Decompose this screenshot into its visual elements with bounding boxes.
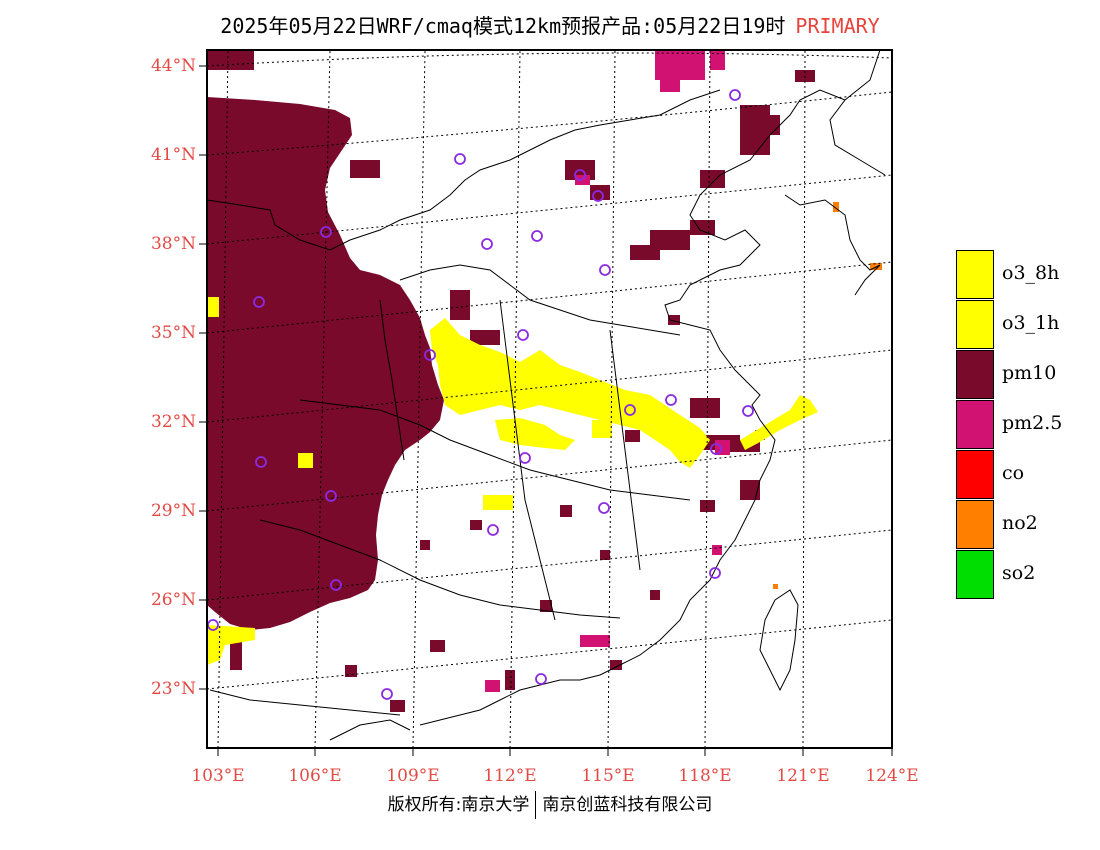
lon-label-106: 106°E <box>288 766 342 786</box>
city-marker <box>424 349 436 361</box>
legend-label: co <box>1002 462 1025 484</box>
legend-swatch <box>956 300 994 349</box>
legend-swatch <box>956 250 994 299</box>
legend: o3_8h o3_1h pm10 pm2.5 co no2 so2 <box>956 250 1086 600</box>
city-marker <box>481 238 493 250</box>
pm10-west-top <box>207 50 254 70</box>
city-marker <box>665 394 677 406</box>
city-marker <box>487 524 499 536</box>
city-marker <box>381 688 393 700</box>
lat-label-26: 26°N <box>150 590 196 610</box>
lon-gridlines <box>217 50 892 748</box>
o3-patch-1 <box>483 495 513 510</box>
city-marker <box>320 226 332 238</box>
copyright-footer: 版权所有:南京大学 南京创蓝科技有限公司 <box>0 790 1100 819</box>
legend-swatch <box>956 350 994 399</box>
city-marker <box>519 452 531 464</box>
legend-label: o3_8h <box>1002 262 1060 284</box>
city-marker <box>330 579 342 591</box>
legend-label: pm2.5 <box>1002 412 1063 434</box>
o3-southwest <box>207 625 255 665</box>
legend-label: no2 <box>1002 512 1038 534</box>
city-marker <box>531 230 543 242</box>
city-marker <box>598 502 610 514</box>
city-marker <box>325 490 337 502</box>
city-marker <box>574 169 586 181</box>
lat-label-32: 32°N <box>150 412 196 432</box>
legend-swatch <box>956 400 994 449</box>
lon-label-103: 103°E <box>191 766 245 786</box>
legend-item-co: co <box>956 450 1086 500</box>
o3-central-band-south <box>495 418 575 450</box>
map-frame <box>206 49 893 749</box>
legend-label: so2 <box>1002 562 1036 584</box>
city-marker <box>253 296 265 308</box>
lon-label-112: 112°E <box>483 766 537 786</box>
legend-item-pm25: pm2.5 <box>956 400 1086 450</box>
legend-label: o3_1h <box>1002 312 1060 334</box>
footer-left: 版权所有:南京大学 <box>387 795 530 815</box>
lat-label-44: 44°N <box>150 56 196 76</box>
no2-patch-1 <box>833 202 839 212</box>
city-marker <box>709 567 721 579</box>
city-marker <box>729 89 741 101</box>
o3-patch-2 <box>298 453 313 468</box>
footer-right: 南京创蓝科技有限公司 <box>542 795 713 815</box>
lon-label-118: 118°E <box>678 766 732 786</box>
city-marker <box>592 190 604 202</box>
title-tag: PRIMARY <box>795 14 880 38</box>
lat-gridlines <box>207 52 892 690</box>
legend-label: pm10 <box>1002 362 1057 384</box>
footer-separator <box>535 791 537 819</box>
city-marker <box>742 405 754 417</box>
boundaries <box>207 50 886 741</box>
legend-item-so2: so2 <box>956 550 1086 600</box>
legend-swatch <box>956 550 994 599</box>
lon-label-121: 121°E <box>776 766 830 786</box>
legend-item-pm10: pm10 <box>956 350 1086 400</box>
city-marker <box>454 153 466 165</box>
lon-label-115: 115°E <box>581 766 635 786</box>
legend-swatch <box>956 450 994 499</box>
city-marker <box>535 673 547 685</box>
lat-label-41: 41°N <box>150 145 196 165</box>
city-markers <box>207 89 754 700</box>
lat-label-35: 35°N <box>150 323 196 343</box>
map-title: 2025年05月22日WRF/cmaq模式12km预报产品:05月22日19时 P… <box>0 10 1100 39</box>
lon-label-124: 124°E <box>865 766 919 786</box>
city-marker <box>599 264 611 276</box>
title-main: 2025年05月22日WRF/cmaq模式12km预报产品:05月22日19时 <box>220 14 786 38</box>
o3-west-edge <box>207 297 219 317</box>
city-marker <box>517 329 529 341</box>
lon-label-109: 109°E <box>386 766 440 786</box>
city-marker <box>624 404 636 416</box>
o3-central-band <box>430 318 710 468</box>
no2-patch-3 <box>773 584 778 589</box>
legend-item-o3-1h: o3_1h <box>956 300 1086 350</box>
legend-swatch <box>956 500 994 549</box>
o3-patch-3 <box>592 420 612 438</box>
legend-item-no2: no2 <box>956 500 1086 550</box>
lat-label-29: 29°N <box>150 501 196 521</box>
legend-item-o3-8h: o3_8h <box>956 250 1086 300</box>
axis-ticks <box>199 65 893 756</box>
city-marker <box>710 443 722 455</box>
lat-label-38: 38°N <box>150 234 196 254</box>
city-marker <box>255 456 267 468</box>
lat-label-23: 23°N <box>150 679 196 699</box>
pm10-west-region <box>207 97 444 630</box>
o3-east-band <box>740 395 818 450</box>
